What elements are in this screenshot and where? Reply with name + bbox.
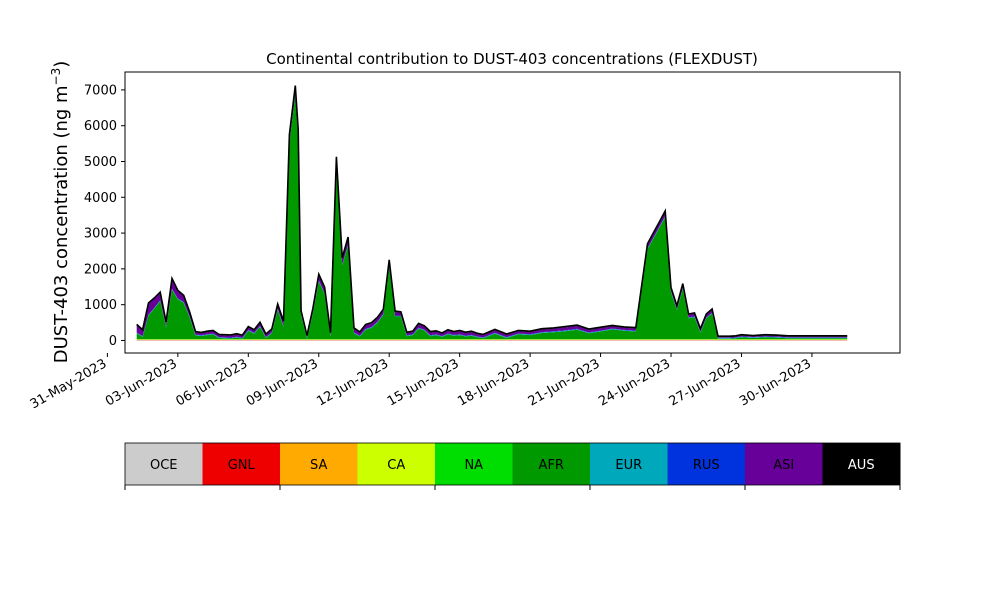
legend-label-eur: EUR	[615, 458, 642, 473]
y-axis-label: DUST-403 concentration (ng m−3)	[49, 61, 72, 364]
x-tick-label: 21-Jun-2023	[526, 356, 603, 409]
legend-label-gnl: GNL	[228, 458, 256, 473]
legend-label-ca: CA	[387, 458, 405, 473]
chart-title: Continental contribution to DUST-403 con…	[266, 50, 758, 68]
legend-label-aus: AUS	[848, 458, 875, 473]
y-tick-label: 6000	[84, 119, 117, 134]
area-aus	[136, 85, 848, 338]
x-tick-label: 27-Jun-2023	[667, 356, 744, 409]
x-tick-label: 31-May-2023	[28, 356, 110, 412]
area-ca	[136, 339, 848, 340]
legend-label-sa: SA	[310, 458, 327, 473]
legend-frame	[124, 442, 901, 486]
y-tick-label: 5000	[84, 155, 117, 170]
plot-frame	[124, 71, 901, 354]
legend-swatch-na	[435, 443, 513, 485]
x-tick-label: 15-Jun-2023	[385, 356, 462, 409]
x-tick-label: 03-Jun-2023	[103, 356, 180, 409]
y-axis-label-superscript: −3	[49, 68, 63, 86]
x-tick-label: 09-Jun-2023	[244, 356, 321, 409]
area-asi	[136, 86, 848, 338]
y-tick-label: 7000	[84, 83, 117, 98]
legend-colorbar: OCE GNL SA CA NA AFR EUR RUS ASI AUS	[124, 442, 901, 490]
y-tick-label: 2000	[84, 262, 117, 277]
y-tick-label: 4000	[84, 191, 117, 206]
area-eur	[136, 94, 848, 339]
legend-swatch-aus	[822, 443, 901, 485]
legend-swatch-eur	[590, 443, 668, 485]
x-tick-label: 06-Jun-2023	[173, 356, 250, 409]
y-tick-label: 0	[109, 334, 117, 349]
total-concentration-outline	[136, 85, 848, 337]
legend-label-na: NA	[464, 458, 483, 473]
x-tick-label: 18-Jun-2023	[455, 356, 532, 409]
x-tick-label: 24-Jun-2023	[596, 356, 673, 409]
y-axis-label-main: DUST-403 concentration (ng m	[51, 85, 72, 363]
y-axis-ticks: 0 1000 2000 3000 4000 5000 6000 7000	[84, 83, 125, 349]
x-tick-label: 30-Jun-2023	[737, 356, 814, 409]
y-tick-label: 1000	[84, 298, 117, 313]
legend-label-asi: ASI	[773, 458, 794, 473]
legend-swatch-asi	[745, 443, 823, 485]
area-rus	[136, 94, 848, 339]
legend-swatch-sa	[280, 443, 358, 485]
legend-swatch-afr	[512, 443, 591, 485]
legend-swatch-ca	[357, 443, 436, 485]
legend-label-rus: RUS	[693, 458, 720, 473]
legend-label-oce: OCE	[150, 458, 178, 473]
legend-swatch-gnl	[202, 443, 281, 485]
legend-label-afr: AFR	[539, 458, 564, 473]
x-tick-label: 12-Jun-2023	[314, 356, 391, 409]
legend-swatch-oce	[125, 443, 203, 485]
stacked-area-layers	[136, 85, 848, 341]
y-tick-label: 3000	[84, 227, 117, 242]
area-afr	[136, 95, 848, 340]
legend-swatch-rus	[667, 443, 746, 485]
y-axis-label-close: )	[51, 61, 72, 68]
x-axis-ticks: 31-May-202303-Jun-202306-Jun-202309-Jun-…	[28, 353, 814, 412]
